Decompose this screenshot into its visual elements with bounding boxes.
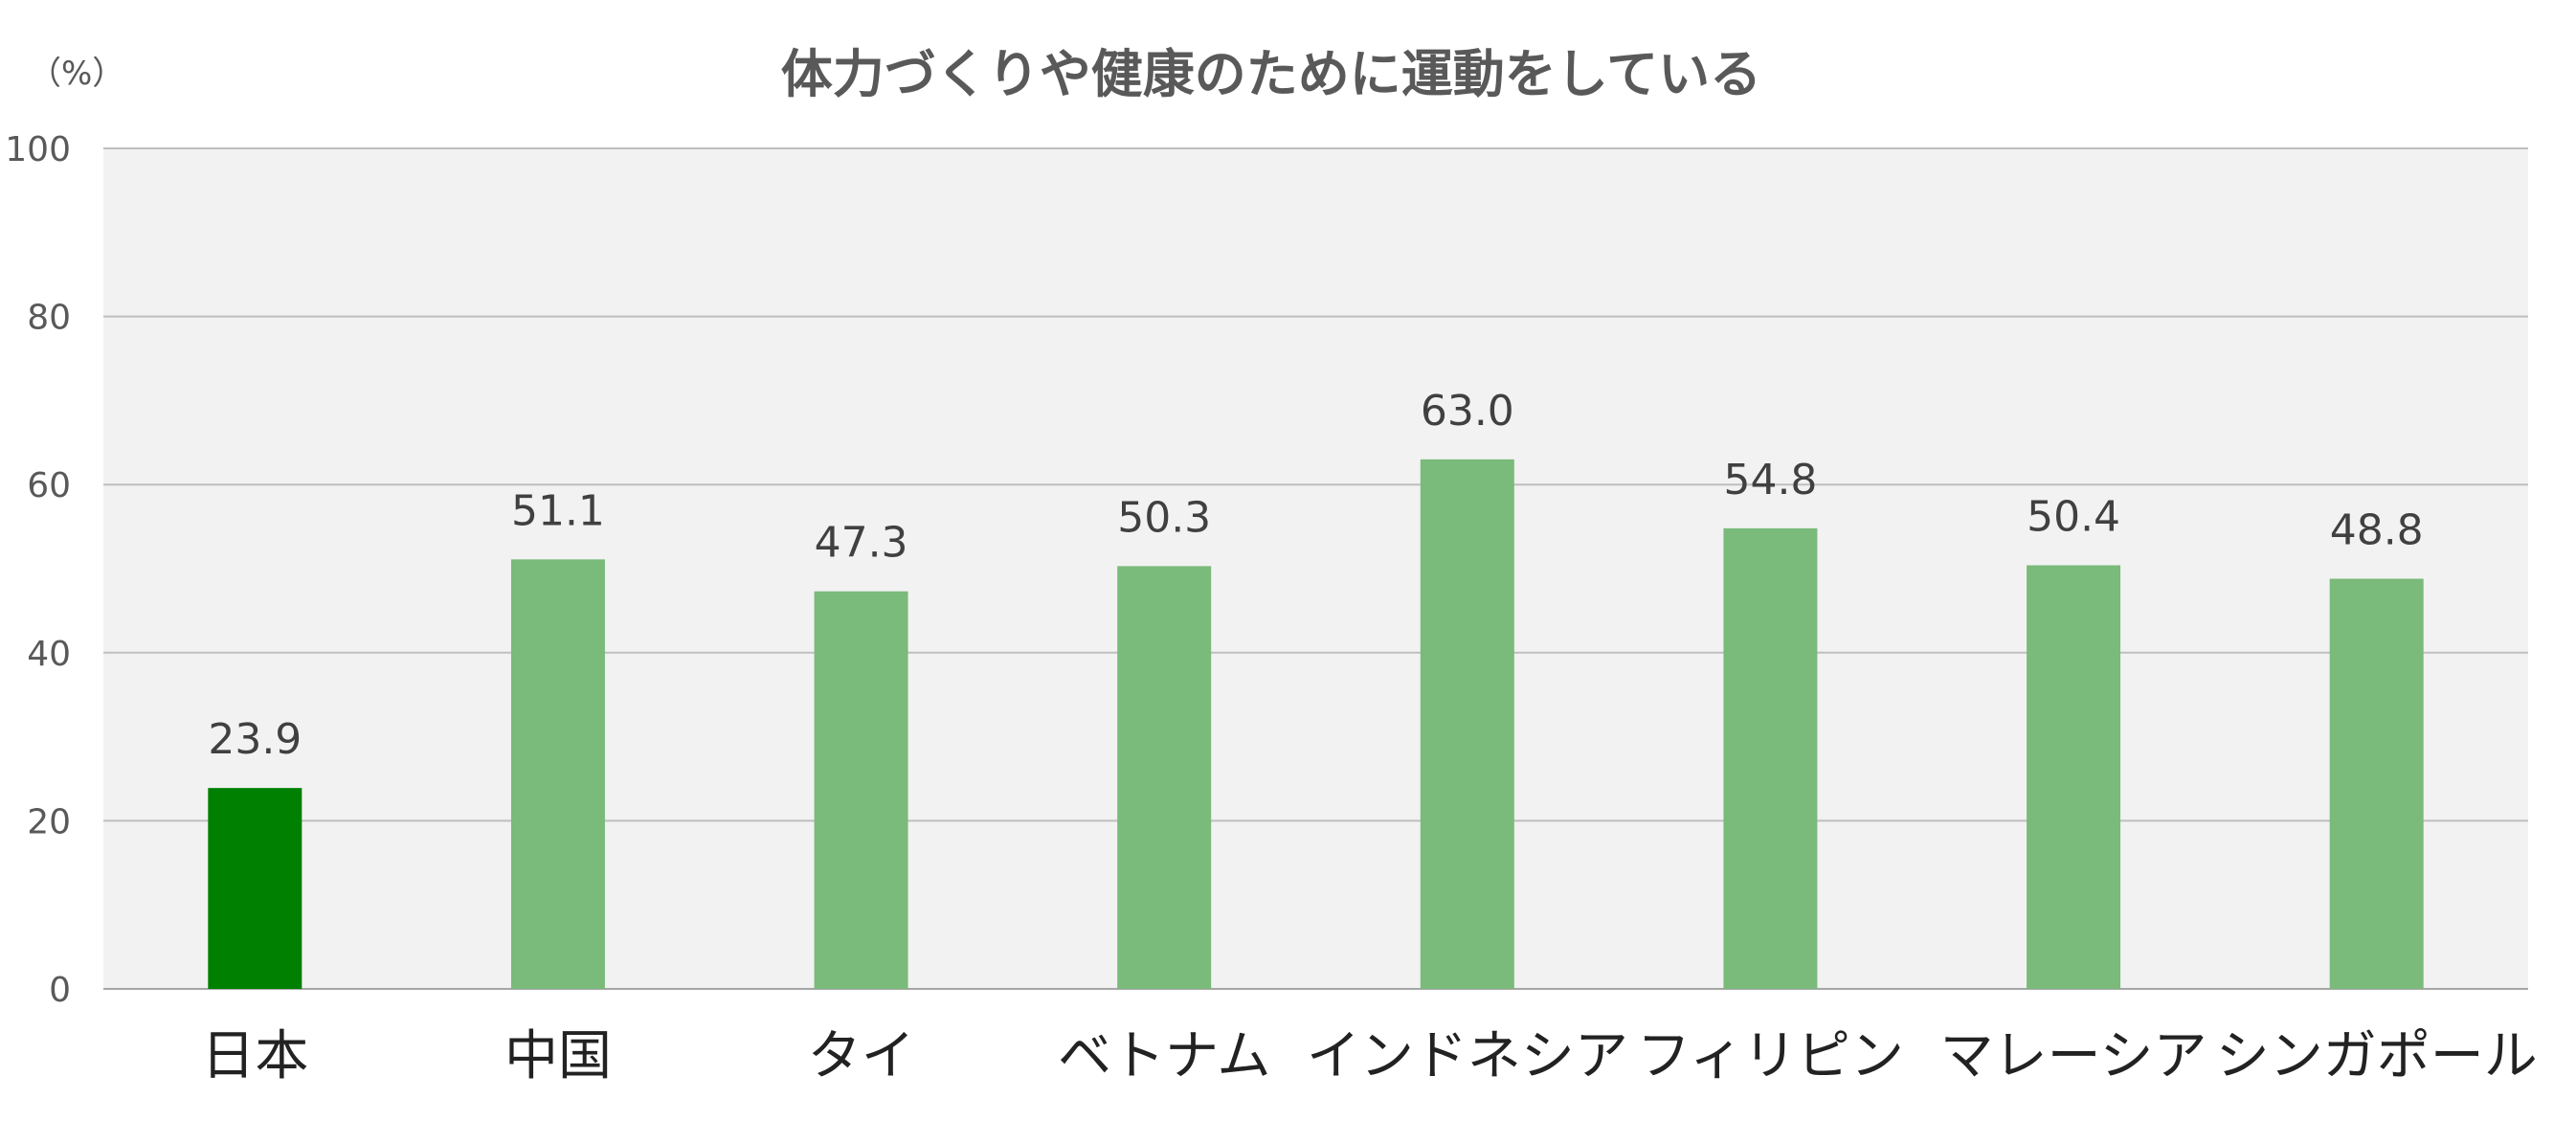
bar <box>1420 459 1514 989</box>
y-tick-label: 80 <box>27 299 71 338</box>
y-tick-label: 40 <box>27 635 71 674</box>
data-label: 48.8 <box>2330 506 2424 555</box>
bar <box>208 788 302 989</box>
x-tick-label: 日本 <box>201 1025 308 1087</box>
x-tick-label: フィリピン <box>1637 1025 1904 1087</box>
data-label: 54.8 <box>1723 456 1817 504</box>
y-tick-label: 100 <box>5 130 71 169</box>
data-label: 63.0 <box>1421 387 1514 436</box>
x-axis-ticks: 日本 中国 タイ ベトナム インドネシア フィリピン マレーシア シンガポール <box>201 1025 2537 1087</box>
chart-title: 体力づくりや健康のために運動をしている <box>781 44 1761 104</box>
data-label: 50.3 <box>1117 493 1211 542</box>
data-label: 47.3 <box>815 519 908 568</box>
y-tick-label: 0 <box>49 971 71 1010</box>
gridlines <box>103 147 2528 990</box>
y-tick-label: 60 <box>27 466 71 505</box>
x-tick-label: シンガポール <box>2216 1025 2538 1087</box>
bar <box>510 559 605 989</box>
data-label: 23.9 <box>208 715 302 764</box>
y-axis-ticks: 0 20 40 60 80 100 <box>5 130 71 1010</box>
bar <box>1723 527 1818 989</box>
data-label: 51.1 <box>511 486 605 535</box>
bar <box>814 591 908 989</box>
bar <box>2027 565 2121 989</box>
bar <box>2329 578 2424 989</box>
bars <box>208 459 2424 989</box>
y-tick-label: 20 <box>27 802 71 841</box>
data-label: 50.4 <box>2027 492 2120 541</box>
plot-background <box>103 148 2528 989</box>
unit-label: （%） <box>29 55 124 93</box>
bar <box>1117 566 1212 989</box>
x-tick-label: ベトナム <box>1058 1025 1270 1087</box>
x-tick-label: 中国 <box>504 1025 612 1087</box>
x-tick-label: タイ <box>808 1025 915 1087</box>
data-labels: 23.9 51.1 47.3 50.3 63.0 54.8 50.4 48.8 <box>208 387 2423 764</box>
x-tick-label: マレーシア <box>1940 1025 2207 1087</box>
x-tick-label: インドネシア <box>1307 1025 1628 1087</box>
